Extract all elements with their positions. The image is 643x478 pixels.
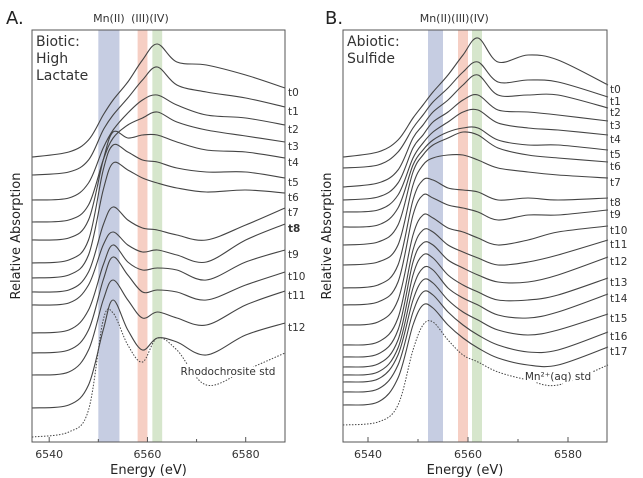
spectrum-t6 — [342, 131, 609, 246]
spectrum-t8 — [31, 223, 286, 306]
plot-frame — [342, 29, 608, 443]
band-iv — [472, 30, 482, 442]
y-axis-label: Relative Absorption — [320, 173, 335, 300]
series-label-t9: t9 — [288, 249, 299, 261]
series-label-t0: t0 — [610, 84, 621, 96]
spectrum-t13 — [342, 253, 609, 368]
x-tick-label: 6580 — [232, 448, 260, 461]
x-tick-label: 6540 — [354, 448, 382, 461]
series-label-t5: t5 — [288, 177, 299, 189]
spectrum-t2 — [342, 74, 609, 188]
spectrum-t7 — [342, 153, 609, 266]
series-label-t5: t5 — [610, 149, 621, 161]
series-label-t7: t7 — [610, 177, 621, 189]
spectrum-t16 — [342, 290, 609, 393]
panel-title-line: Abiotic: — [347, 34, 400, 50]
series-label-t12: t12 — [288, 322, 305, 334]
series-label-t8: t8 — [610, 197, 621, 209]
spectrum-t4 — [342, 108, 609, 213]
x-tick-label: 6540 — [35, 448, 63, 461]
panel-title-line: Biotic: — [36, 34, 80, 50]
spectrum-t0 — [342, 37, 609, 158]
panel-title-line: High — [36, 51, 68, 67]
series-label-t8: t8 — [288, 223, 300, 235]
series-label-t11: t11 — [610, 239, 627, 251]
spectrum-t14 — [342, 265, 609, 376]
band-label-mn3-mn4: (III)(IV) — [451, 12, 489, 25]
standard-spectrum — [31, 308, 286, 438]
spectrum-t11 — [31, 279, 286, 376]
series-label-t1: t1 — [610, 96, 621, 108]
panel-title-line: Sulfide — [347, 51, 395, 67]
series-label-t16: t16 — [610, 331, 628, 343]
band-iii — [458, 30, 468, 442]
band-iii — [137, 30, 148, 442]
spectrum-t9 — [31, 244, 286, 334]
spectrum-t2 — [31, 94, 286, 201]
series-label-t12: t12 — [610, 256, 627, 268]
series-label-t7: t7 — [288, 207, 299, 219]
spectrum-t17 — [342, 303, 609, 406]
spectrum-t3 — [31, 111, 286, 223]
series-label-t2: t2 — [288, 124, 299, 136]
standard-label: Rhodochrosite std — [181, 366, 276, 378]
panel-label: B. — [325, 8, 343, 29]
series-label-t13: t13 — [610, 277, 627, 289]
series-label-t2: t2 — [610, 107, 621, 119]
series-label-t4: t4 — [288, 157, 299, 169]
x-axis-label: Energy (eV) — [110, 463, 187, 478]
y-axis-label: Relative Absorption — [9, 173, 24, 300]
standard-label: Mn²⁺(aq) std — [525, 371, 591, 383]
x-axis-label: Energy (eV) — [427, 463, 504, 478]
spectrum-t7 — [31, 206, 286, 293]
spectrum-t10 — [31, 256, 286, 354]
series-label-t1: t1 — [288, 106, 299, 118]
series-label-t14: t14 — [610, 293, 628, 305]
spectrum-t11 — [342, 228, 609, 346]
panel-title-line: Lactate — [36, 68, 88, 84]
spectrum-t0 — [31, 43, 286, 158]
x-tick-label: 6560 — [133, 448, 161, 461]
spectrum-t5 — [31, 143, 286, 264]
spectrum-t5 — [342, 126, 609, 228]
spectrum-t9 — [342, 193, 609, 306]
band-iv — [152, 30, 163, 442]
spectrum-t1 — [31, 66, 286, 176]
series-label-t10: t10 — [288, 271, 305, 283]
band-label-mn3-mn4: (III)(IV) — [131, 12, 169, 25]
spectrum-t12 — [342, 241, 609, 358]
series-label-t3: t3 — [288, 141, 299, 153]
x-tick-label: 6580 — [554, 448, 582, 461]
panel-a: Mn(II) (III)(IV) t0 t1 t2 t3 t4 t5 t6 t7 t8 t9 t10 t1… — [6, 8, 305, 478]
panel-label: A. — [6, 8, 24, 29]
series-label-t9: t9 — [610, 209, 621, 221]
spectrum-t8 — [342, 177, 609, 289]
spectrum-t3 — [342, 94, 609, 201]
spectrum-t10 — [342, 213, 609, 326]
spectrum-t15 — [342, 278, 609, 383]
x-tick-label: 6560 — [454, 448, 482, 461]
series-label-t11: t11 — [288, 290, 305, 302]
spectrum-t1 — [342, 61, 609, 169]
series-label-t17: t17 — [610, 346, 627, 358]
band-label-mn2: Mn(II) — [420, 12, 452, 25]
series-label-t6: t6 — [288, 192, 299, 204]
series-label-t6: t6 — [610, 161, 621, 173]
series-label-t4: t4 — [610, 134, 621, 146]
spectrum-t6 — [31, 161, 286, 279]
series-label-t0: t0 — [288, 87, 299, 99]
band-label-mn2: Mn(II) — [93, 12, 125, 25]
spectrum-t4 — [31, 130, 286, 241]
band-mnii — [98, 30, 120, 442]
band-mnii — [428, 30, 443, 442]
plot-frame — [31, 29, 286, 443]
series-label-t15: t15 — [610, 313, 627, 325]
spectrum-t12 — [31, 299, 286, 409]
series-label-t3: t3 — [610, 120, 621, 132]
series-label-t10: t10 — [610, 225, 627, 237]
standard-spectrum — [342, 320, 609, 426]
